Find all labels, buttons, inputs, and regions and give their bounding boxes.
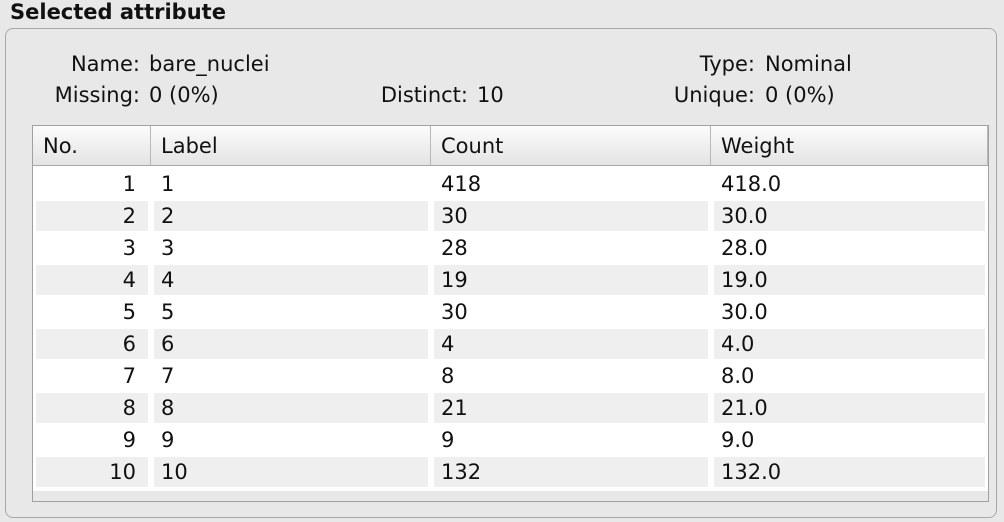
name-value: bare_nuclei xyxy=(149,52,270,76)
table-cell: 30.0 xyxy=(721,300,768,324)
panel-title: Selected attribute xyxy=(10,0,226,24)
name-label: Name: xyxy=(70,52,140,76)
table-cell: 2 xyxy=(36,201,148,231)
table-cell: 7 xyxy=(161,364,175,388)
type-value: Nominal xyxy=(765,52,852,76)
table-cell: 9.0 xyxy=(721,428,755,452)
unique-value: 0 (0%) xyxy=(765,83,835,107)
table-cell: 4 xyxy=(36,265,148,295)
table-cell: 30 xyxy=(434,201,708,231)
table-cell: 132.0 xyxy=(714,457,985,487)
column-header: No. xyxy=(33,126,151,166)
distinct-label: Distinct: xyxy=(380,83,468,107)
table-cell: 418.0 xyxy=(721,172,782,196)
column-header: Label xyxy=(151,126,431,166)
type-label: Type: xyxy=(699,52,755,76)
table-cell: 28 xyxy=(441,236,468,260)
table: 1 1 418 418.0 2 2 30 30.0 3 3 28 28.0 4 4 19 19.0 5 5 30 30… xyxy=(32,125,989,502)
table-cell: 21 xyxy=(434,393,708,423)
table-cell: 19.0 xyxy=(714,265,985,295)
table-cell: 7 xyxy=(122,364,136,388)
table-cell: 8 xyxy=(36,393,148,423)
table-cell: 8.0 xyxy=(721,364,755,388)
table-cell: 4 xyxy=(434,329,708,359)
table-cell: 132 xyxy=(434,457,708,487)
unique-label: Unique: xyxy=(673,83,755,107)
table-cell: 9 xyxy=(161,428,175,452)
distinct-value: 10 xyxy=(477,83,504,107)
column-header: Weight xyxy=(711,126,988,166)
table-cell: 2 xyxy=(154,201,428,231)
table-cell: 3 xyxy=(161,236,175,260)
table-cell: 10 xyxy=(36,457,148,487)
missing-label: Missing: xyxy=(54,83,140,107)
table-cell: 5 xyxy=(161,300,175,324)
table-cell: 3 xyxy=(122,236,136,260)
table-cell: 6 xyxy=(36,329,148,359)
table-cell: 28.0 xyxy=(721,236,768,260)
table-cell: 30.0 xyxy=(714,201,985,231)
table-cell: 10 xyxy=(154,457,428,487)
table-cell: 19 xyxy=(434,265,708,295)
table-cell: 1 xyxy=(161,172,175,196)
table-cell: 9 xyxy=(122,428,136,452)
table-cell: 21.0 xyxy=(714,393,985,423)
column-header: Count xyxy=(431,126,711,166)
missing-value: 0 (0%) xyxy=(149,83,219,107)
table-cell: 5 xyxy=(122,300,136,324)
table-cell: 8 xyxy=(154,393,428,423)
table-body: 1 1 418 418.0 2 2 30 30.0 3 3 28 28.0 4 4 19 19.0 5 5 30 30… xyxy=(33,166,988,491)
table-cell: 1 xyxy=(122,172,136,196)
table-cell: 418 xyxy=(441,172,482,196)
table-cell: 4.0 xyxy=(714,329,985,359)
table-cell: 4 xyxy=(154,265,428,295)
table-cell: 30 xyxy=(441,300,468,324)
table-cell: 8 xyxy=(441,364,455,388)
table-cell: 9 xyxy=(441,428,455,452)
table-cell: 6 xyxy=(154,329,428,359)
